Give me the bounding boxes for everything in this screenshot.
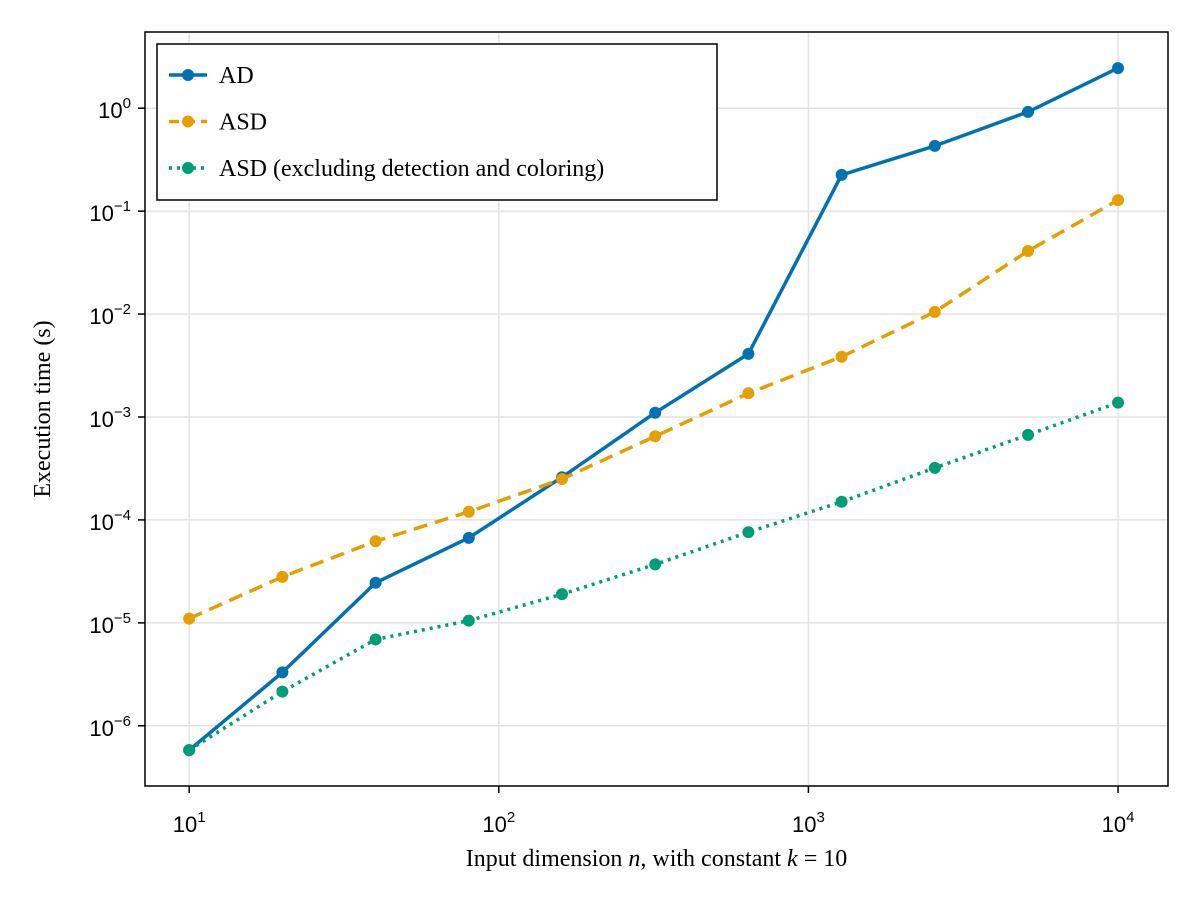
data-point [835, 168, 848, 181]
y-tick-label: 100 [98, 95, 131, 123]
data-point [276, 685, 289, 698]
data-point [276, 570, 289, 583]
data-point [1022, 428, 1035, 441]
x-tick-base: 10 [792, 812, 816, 837]
data-point [276, 666, 289, 679]
data-point [649, 558, 662, 571]
data-point [742, 347, 755, 360]
data-point [369, 576, 382, 589]
data-point [369, 633, 382, 646]
data-point [369, 535, 382, 548]
legend-label: AD [219, 63, 254, 89]
y-tick-base: 10 [89, 716, 113, 741]
series-3 [183, 396, 1125, 757]
data-point [928, 305, 941, 318]
legend-entry: AD [169, 63, 254, 89]
x-axis-label-var-k: k [787, 846, 798, 872]
data-point [462, 505, 475, 518]
y-tick-label: 10−3 [89, 404, 131, 432]
legend-swatch-marker [182, 69, 194, 81]
x-tick-label: 104 [1102, 809, 1135, 837]
data-point [649, 406, 662, 419]
y-tick-base: 10 [89, 510, 113, 535]
y-tick-label: 10−1 [89, 198, 131, 226]
y-tick-base: 10 [89, 407, 113, 432]
data-point [835, 350, 848, 363]
data-point [649, 430, 662, 443]
y-tick-exponent: −6 [114, 713, 131, 730]
data-point [1112, 62, 1125, 75]
x-tick-label: 101 [173, 809, 206, 837]
x-axis-label-var-n: n [628, 846, 640, 872]
data-point [1022, 244, 1035, 257]
x-tick-base: 10 [482, 812, 506, 837]
y-tick-exponent: −2 [114, 301, 131, 318]
legend: AD ASD ASD (excluding detection and colori… [156, 43, 718, 201]
series-layer [183, 62, 1125, 757]
x-tick-base: 10 [1102, 812, 1126, 837]
data-point [928, 139, 941, 152]
x-axis-label-part-3: = 10 [798, 846, 848, 872]
data-point [555, 472, 568, 485]
y-tick-base: 10 [98, 98, 122, 123]
legend-label: ASD (excluding detection and coloring) [219, 156, 604, 182]
x-axis-label-part-1: Input dimension [466, 846, 629, 872]
x-axis-label: Input dimension n, with constant k = 10 [466, 846, 848, 872]
data-point [1112, 396, 1125, 409]
x-axis-label-part-2: , with constant [640, 846, 787, 872]
y-tick-base: 10 [89, 201, 113, 226]
series-2 [183, 194, 1125, 625]
y-tick-exponent: −1 [114, 198, 131, 215]
x-tick-exponent: 4 [1126, 809, 1134, 826]
x-tick-exponent: 1 [197, 809, 205, 826]
x-tick-label: 103 [792, 809, 825, 837]
data-point [928, 461, 941, 474]
x-tick-exponent: 2 [507, 809, 515, 826]
data-point [462, 614, 475, 627]
data-point [462, 531, 475, 544]
x-tick-base: 10 [173, 812, 197, 837]
x-tick-label: 102 [482, 809, 515, 837]
y-axis-label: Execution time (s) [30, 320, 56, 497]
data-point [183, 612, 196, 625]
y-tick-exponent: −5 [114, 610, 131, 627]
legend-swatch-marker [182, 115, 194, 128]
data-point [835, 495, 848, 508]
data-point [742, 526, 755, 539]
y-tick-exponent: −3 [114, 404, 131, 421]
y-tick-exponent: 0 [123, 95, 131, 112]
y-tick-base: 10 [89, 613, 113, 638]
data-point [1022, 105, 1035, 118]
series-line [188, 198, 1119, 621]
legend-label: ASD [219, 110, 267, 136]
y-tick-label: 10−4 [89, 507, 131, 535]
data-point [183, 744, 196, 757]
legend-entry: ASD (excluding detection and coloring) [169, 156, 604, 182]
y-tick-label: 10−6 [89, 713, 131, 741]
legend-entry: ASD [169, 110, 267, 136]
data-point [742, 387, 755, 400]
y-tick-base: 10 [89, 304, 113, 329]
data-point [1112, 194, 1125, 207]
x-tick-exponent: 3 [816, 809, 824, 826]
y-tick-label: 10−5 [89, 610, 131, 638]
plot-frame [144, 31, 1169, 787]
legend-box [156, 43, 718, 201]
data-point [555, 588, 568, 601]
y-tick-label: 10−2 [89, 301, 131, 329]
legend-swatch-marker [182, 162, 194, 174]
y-tick-exponent: −4 [114, 507, 131, 524]
